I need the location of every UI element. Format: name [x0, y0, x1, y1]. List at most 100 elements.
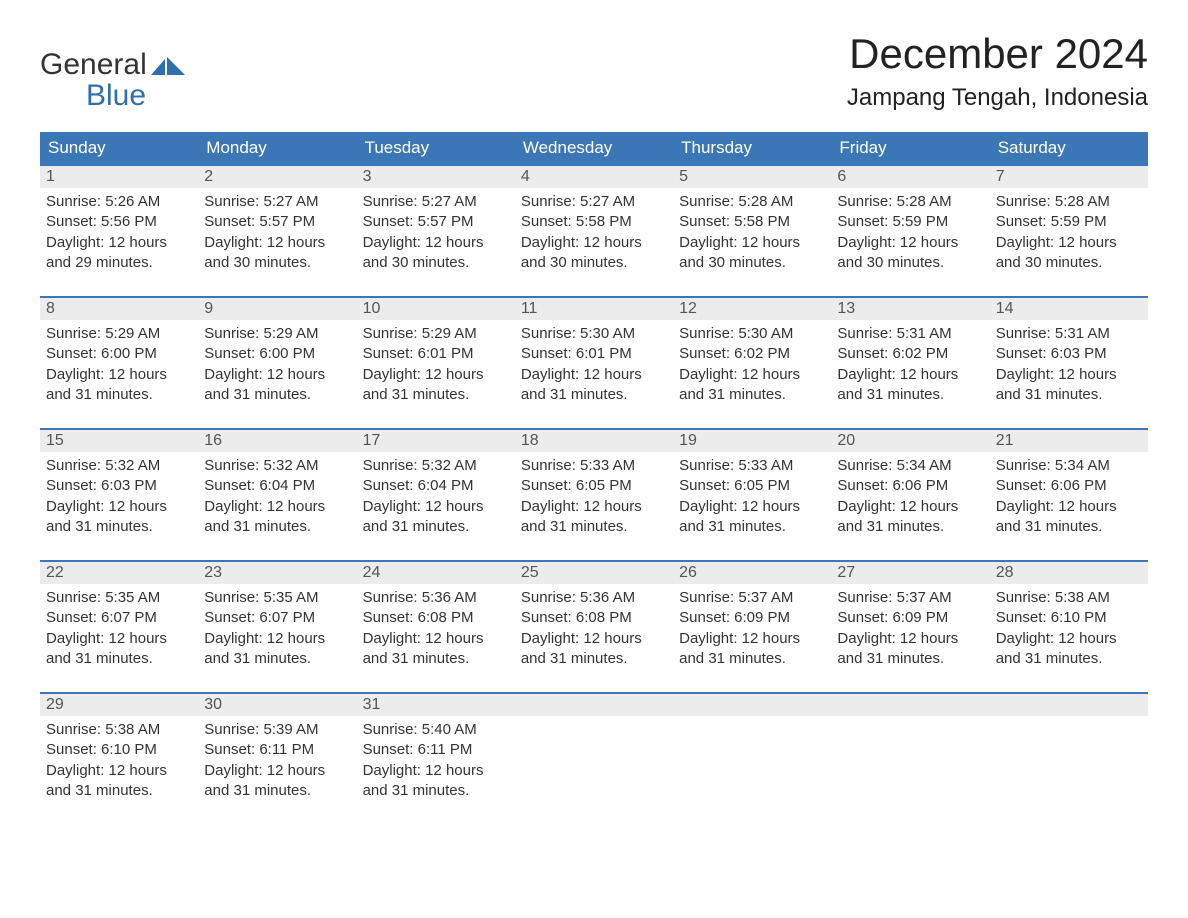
day-daylight2: and 31 minutes. — [996, 517, 1142, 537]
day-sunrise: Sunrise: 5:38 AM — [46, 720, 192, 740]
calendar-day-cell: 26Sunrise: 5:37 AMSunset: 6:09 PMDayligh… — [673, 560, 831, 692]
day-daylight1: Daylight: 12 hours — [204, 233, 350, 253]
day-daylight1: Daylight: 12 hours — [363, 629, 509, 649]
header: General Blue December 2024 Jampang Tenga… — [40, 30, 1148, 112]
calendar-day-cell — [990, 692, 1148, 824]
col-wednesday: Wednesday — [515, 132, 673, 164]
calendar-week-row: 22Sunrise: 5:35 AMSunset: 6:07 PMDayligh… — [40, 560, 1148, 692]
calendar-day-cell — [515, 692, 673, 824]
day-daylight1: Daylight: 12 hours — [679, 497, 825, 517]
calendar-day-cell: 1Sunrise: 5:26 AMSunset: 5:56 PMDaylight… — [40, 164, 198, 296]
day-sunrise: Sunrise: 5:37 AM — [679, 588, 825, 608]
day-daylight1: Daylight: 12 hours — [46, 629, 192, 649]
day-sunset: Sunset: 6:09 PM — [679, 608, 825, 628]
day-daylight1: Daylight: 12 hours — [363, 497, 509, 517]
calendar-day-cell: 6Sunrise: 5:28 AMSunset: 5:59 PMDaylight… — [831, 164, 989, 296]
day-sunrise: Sunrise: 5:39 AM — [204, 720, 350, 740]
day-daylight2: and 31 minutes. — [204, 385, 350, 405]
day-details: Sunrise: 5:39 AMSunset: 6:11 PMDaylight:… — [198, 716, 356, 807]
day-daylight1: Daylight: 12 hours — [204, 629, 350, 649]
day-sunset: Sunset: 6:03 PM — [46, 476, 192, 496]
day-sunset: Sunset: 6:03 PM — [996, 344, 1142, 364]
day-details: Sunrise: 5:31 AMSunset: 6:03 PMDaylight:… — [990, 320, 1148, 411]
day-details: Sunrise: 5:36 AMSunset: 6:08 PMDaylight:… — [357, 584, 515, 675]
day-details: Sunrise: 5:36 AMSunset: 6:08 PMDaylight:… — [515, 584, 673, 675]
day-sunrise: Sunrise: 5:30 AM — [521, 324, 667, 344]
day-daylight2: and 31 minutes. — [679, 649, 825, 669]
calendar-day-cell: 17Sunrise: 5:32 AMSunset: 6:04 PMDayligh… — [357, 428, 515, 560]
day-daylight2: and 31 minutes. — [679, 517, 825, 537]
day-number: 25 — [515, 560, 673, 584]
day-sunrise: Sunrise: 5:36 AM — [363, 588, 509, 608]
day-sunrise: Sunrise: 5:40 AM — [363, 720, 509, 740]
day-daylight1: Daylight: 12 hours — [46, 761, 192, 781]
day-daylight1: Daylight: 12 hours — [521, 365, 667, 385]
col-sunday: Sunday — [40, 132, 198, 164]
day-number: 18 — [515, 428, 673, 452]
day-sunset: Sunset: 5:58 PM — [679, 212, 825, 232]
day-number: 5 — [673, 164, 831, 188]
day-daylight1: Daylight: 12 hours — [46, 497, 192, 517]
day-sunrise: Sunrise: 5:31 AM — [837, 324, 983, 344]
day-daylight2: and 31 minutes. — [363, 781, 509, 801]
day-sunrise: Sunrise: 5:35 AM — [204, 588, 350, 608]
day-number: 10 — [357, 296, 515, 320]
day-daylight2: and 31 minutes. — [996, 649, 1142, 669]
day-sunset: Sunset: 5:59 PM — [837, 212, 983, 232]
day-number: 6 — [831, 164, 989, 188]
day-number: 26 — [673, 560, 831, 584]
day-number: 28 — [990, 560, 1148, 584]
col-thursday: Thursday — [673, 132, 831, 164]
day-sunset: Sunset: 5:58 PM — [521, 212, 667, 232]
calendar-day-cell: 28Sunrise: 5:38 AMSunset: 6:10 PMDayligh… — [990, 560, 1148, 692]
day-sunrise: Sunrise: 5:28 AM — [679, 192, 825, 212]
calendar-day-cell: 10Sunrise: 5:29 AMSunset: 6:01 PMDayligh… — [357, 296, 515, 428]
day-number: 9 — [198, 296, 356, 320]
day-sunrise: Sunrise: 5:27 AM — [204, 192, 350, 212]
day-daylight1: Daylight: 12 hours — [363, 365, 509, 385]
day-sunrise: Sunrise: 5:33 AM — [521, 456, 667, 476]
day-number: 20 — [831, 428, 989, 452]
day-daylight1: Daylight: 12 hours — [996, 233, 1142, 253]
calendar-day-cell: 30Sunrise: 5:39 AMSunset: 6:11 PMDayligh… — [198, 692, 356, 824]
day-details: Sunrise: 5:31 AMSunset: 6:02 PMDaylight:… — [831, 320, 989, 411]
day-number: 2 — [198, 164, 356, 188]
day-sunset: Sunset: 6:05 PM — [521, 476, 667, 496]
calendar-day-cell: 5Sunrise: 5:28 AMSunset: 5:58 PMDaylight… — [673, 164, 831, 296]
day-number: 8 — [40, 296, 198, 320]
day-number: 12 — [673, 296, 831, 320]
day-sunset: Sunset: 6:09 PM — [837, 608, 983, 628]
day-details: Sunrise: 5:38 AMSunset: 6:10 PMDaylight:… — [40, 716, 198, 807]
day-daylight2: and 31 minutes. — [46, 517, 192, 537]
logo-text-top: General — [40, 48, 147, 81]
calendar-day-cell — [673, 692, 831, 824]
day-sunset: Sunset: 6:07 PM — [46, 608, 192, 628]
day-sunset: Sunset: 6:04 PM — [204, 476, 350, 496]
day-sunset: Sunset: 6:11 PM — [363, 740, 509, 760]
day-details: Sunrise: 5:27 AMSunset: 5:58 PMDaylight:… — [515, 188, 673, 279]
day-sunset: Sunset: 5:57 PM — [363, 212, 509, 232]
calendar-day-cell: 2Sunrise: 5:27 AMSunset: 5:57 PMDaylight… — [198, 164, 356, 296]
day-number: 16 — [198, 428, 356, 452]
calendar-day-cell: 13Sunrise: 5:31 AMSunset: 6:02 PMDayligh… — [831, 296, 989, 428]
day-sunset: Sunset: 6:02 PM — [679, 344, 825, 364]
day-daylight1: Daylight: 12 hours — [46, 365, 192, 385]
day-daylight2: and 31 minutes. — [46, 385, 192, 405]
day-daylight1: Daylight: 12 hours — [204, 761, 350, 781]
day-daylight2: and 30 minutes. — [837, 253, 983, 273]
calendar-day-cell: 15Sunrise: 5:32 AMSunset: 6:03 PMDayligh… — [40, 428, 198, 560]
calendar-day-cell: 29Sunrise: 5:38 AMSunset: 6:10 PMDayligh… — [40, 692, 198, 824]
col-saturday: Saturday — [990, 132, 1148, 164]
day-sunrise: Sunrise: 5:27 AM — [521, 192, 667, 212]
calendar-week-row: 1Sunrise: 5:26 AMSunset: 5:56 PMDaylight… — [40, 164, 1148, 296]
day-daylight1: Daylight: 12 hours — [837, 233, 983, 253]
day-sunset: Sunset: 6:00 PM — [46, 344, 192, 364]
month-title: December 2024 — [847, 30, 1148, 78]
day-sunrise: Sunrise: 5:26 AM — [46, 192, 192, 212]
col-friday: Friday — [831, 132, 989, 164]
day-sunrise: Sunrise: 5:27 AM — [363, 192, 509, 212]
day-number: 21 — [990, 428, 1148, 452]
day-sunset: Sunset: 6:10 PM — [996, 608, 1142, 628]
day-sunrise: Sunrise: 5:29 AM — [204, 324, 350, 344]
day-daylight2: and 31 minutes. — [204, 781, 350, 801]
